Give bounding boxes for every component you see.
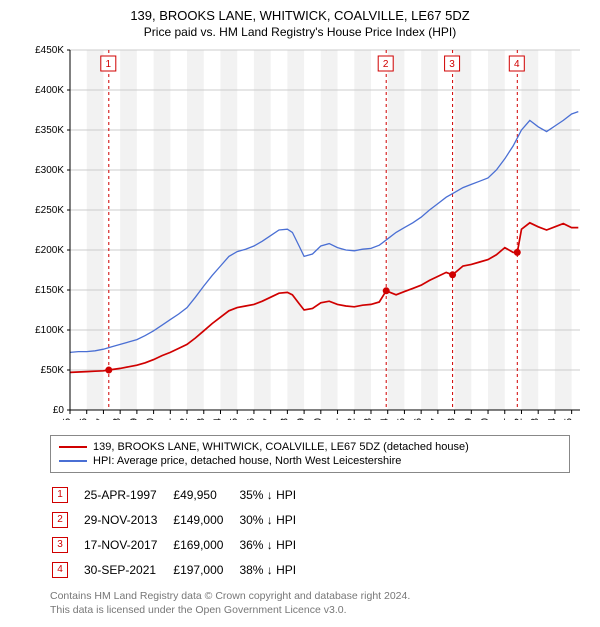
event-date: 30-SEP-2021: [84, 558, 171, 581]
event-row: 3 17-NOV-2017£169,00036% ↓ HPI: [52, 533, 310, 556]
svg-text:2015: 2015: [396, 418, 407, 420]
svg-text:2007: 2007: [263, 418, 274, 420]
chart-svg: £0 £50K £100K £150K £200K £250K £300K £350K £400…: [20, 45, 580, 420]
event-diff: 30% ↓ HPI: [239, 508, 310, 531]
svg-text:2014: 2014: [380, 418, 391, 420]
svg-text:1: 1: [106, 59, 112, 70]
event-diff: 35% ↓ HPI: [239, 483, 310, 506]
legend-swatch: [59, 446, 87, 448]
svg-text:2008: 2008: [279, 418, 290, 420]
attribution: Contains HM Land Registry data © Crown c…: [50, 589, 570, 617]
svg-text:2010: 2010: [313, 418, 324, 420]
svg-text:2: 2: [383, 59, 389, 70]
svg-text:2003: 2003: [196, 418, 207, 420]
svg-text:2025: 2025: [564, 418, 575, 420]
legend-item: HPI: Average price, detached house, Nort…: [59, 454, 561, 468]
svg-text:2022: 2022: [513, 418, 524, 420]
chart-container: { "title": "139, BROOKS LANE, WHITWICK, …: [0, 0, 600, 617]
svg-text:2017: 2017: [430, 418, 441, 420]
svg-text:2006: 2006: [246, 418, 257, 420]
svg-text:£200K: £200K: [35, 245, 64, 256]
svg-text:£150K: £150K: [35, 285, 64, 296]
event-marker-icon: 4: [52, 562, 68, 578]
svg-text:1998: 1998: [112, 418, 123, 420]
chart-plot: £0 £50K £100K £150K £200K £250K £300K £350K £400…: [20, 45, 580, 425]
event-price: £49,950: [173, 483, 237, 506]
svg-text:£100K: £100K: [35, 325, 64, 336]
svg-text:1999: 1999: [129, 418, 140, 420]
attribution-line: This data is licensed under the Open Gov…: [50, 603, 570, 617]
legend: 139, BROOKS LANE, WHITWICK, COALVILLE, L…: [50, 435, 570, 473]
event-row: 2 29-NOV-2013£149,00030% ↓ HPI: [52, 508, 310, 531]
chart-title: 139, BROOKS LANE, WHITWICK, COALVILLE, L…: [0, 0, 600, 23]
event-marker-icon: 1: [52, 487, 68, 503]
legend-label: 139, BROOKS LANE, WHITWICK, COALVILLE, L…: [93, 441, 469, 453]
events-table: 1 25-APR-1997£49,95035% ↓ HPI 2 29-NOV-2013…: [50, 481, 312, 583]
svg-text:£300K: £300K: [35, 165, 64, 176]
attribution-line: Contains HM Land Registry data © Crown c…: [50, 589, 570, 603]
event-price: £149,000: [173, 508, 237, 531]
svg-text:2011: 2011: [330, 418, 341, 420]
event-marker-icon: 2: [52, 512, 68, 528]
svg-text:2016: 2016: [413, 418, 424, 420]
svg-text:2002: 2002: [179, 418, 190, 420]
chart-subtitle: Price paid vs. HM Land Registry's House …: [0, 23, 600, 45]
svg-text:1997: 1997: [95, 418, 106, 420]
svg-text:2018: 2018: [447, 418, 458, 420]
legend-item: 139, BROOKS LANE, WHITWICK, COALVILLE, L…: [59, 440, 561, 454]
svg-text:1996: 1996: [79, 418, 90, 420]
svg-text:£250K: £250K: [35, 205, 64, 216]
svg-text:2013: 2013: [363, 418, 374, 420]
event-diff: 36% ↓ HPI: [239, 533, 310, 556]
svg-text:3: 3: [449, 59, 455, 70]
event-date: 17-NOV-2017: [84, 533, 171, 556]
svg-text:2009: 2009: [296, 418, 307, 420]
svg-text:4: 4: [514, 59, 520, 70]
event-row: 4 30-SEP-2021£197,00038% ↓ HPI: [52, 558, 310, 581]
svg-text:2005: 2005: [229, 418, 240, 420]
svg-text:£50K: £50K: [41, 365, 65, 376]
svg-text:2020: 2020: [480, 418, 491, 420]
svg-text:2004: 2004: [212, 418, 223, 420]
svg-text:£400K: £400K: [35, 85, 64, 96]
svg-text:2023: 2023: [530, 418, 541, 420]
svg-text:2001: 2001: [162, 418, 173, 420]
svg-text:2024: 2024: [547, 418, 558, 420]
svg-text:1995: 1995: [62, 418, 73, 420]
svg-text:£0: £0: [53, 405, 65, 416]
svg-text:2019: 2019: [463, 418, 474, 420]
svg-text:2000: 2000: [146, 418, 157, 420]
event-marker-icon: 3: [52, 537, 68, 553]
legend-swatch: [59, 460, 87, 462]
event-price: £169,000: [173, 533, 237, 556]
svg-text:£350K: £350K: [35, 125, 64, 136]
event-date: 25-APR-1997: [84, 483, 171, 506]
legend-label: HPI: Average price, detached house, Nort…: [93, 455, 401, 467]
event-row: 1 25-APR-1997£49,95035% ↓ HPI: [52, 483, 310, 506]
event-date: 29-NOV-2013: [84, 508, 171, 531]
svg-text:2012: 2012: [346, 418, 357, 420]
event-diff: 38% ↓ HPI: [239, 558, 310, 581]
event-price: £197,000: [173, 558, 237, 581]
svg-text:£450K: £450K: [35, 45, 64, 56]
svg-text:2021: 2021: [497, 418, 508, 420]
